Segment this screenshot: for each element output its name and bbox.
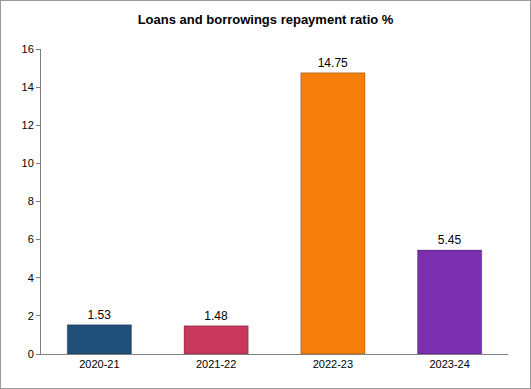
svg-text:2: 2 [28,310,34,322]
svg-text:12: 12 [22,119,34,131]
svg-text:14: 14 [22,81,34,93]
svg-text:5.45: 5.45 [438,233,462,247]
svg-text:6: 6 [28,233,34,245]
svg-text:Loans and borrowings repayment: Loans and borrowings repayment ratio % [138,12,394,27]
svg-text:1.53: 1.53 [88,308,112,322]
svg-text:16: 16 [22,43,34,55]
svg-text:14.75: 14.75 [318,56,348,70]
svg-text:2023-24: 2023-24 [429,358,469,370]
svg-text:2020-21: 2020-21 [79,358,119,370]
svg-text:1.48: 1.48 [204,309,228,323]
svg-text:2021-22: 2021-22 [196,358,236,370]
svg-text:0: 0 [28,348,34,360]
svg-text:10: 10 [22,157,34,169]
svg-text:4: 4 [28,272,34,284]
svg-text:8: 8 [28,195,34,207]
svg-text:2022-23: 2022-23 [313,358,353,370]
